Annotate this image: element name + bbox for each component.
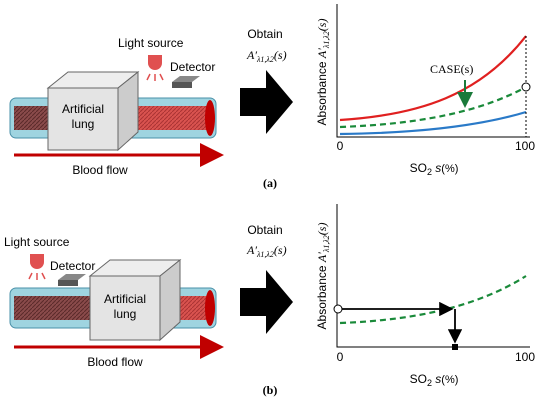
point bbox=[522, 83, 530, 91]
lung-label: lung bbox=[72, 117, 95, 131]
x-tick-label: 0 bbox=[337, 350, 344, 364]
y-label: Absorbance A′λ1,λ2(s) bbox=[315, 223, 331, 330]
symbol: A′ bbox=[315, 48, 329, 59]
light-rays bbox=[147, 74, 163, 81]
device: Artificial lung Light source Detector Bl… bbox=[4, 235, 218, 369]
annotation: CASE(s) bbox=[430, 62, 473, 76]
unit: (%) bbox=[441, 374, 458, 386]
lung-label: Artificial bbox=[104, 292, 146, 306]
lung-label: lung bbox=[114, 307, 137, 321]
symbol: A′ bbox=[315, 252, 329, 263]
y-label: Absorbance A′λ1,λ2(s) bbox=[315, 19, 331, 126]
text: SO bbox=[410, 161, 427, 175]
arg: (s) bbox=[274, 243, 287, 257]
x-tick-label: 100 bbox=[515, 350, 535, 364]
x-tick-label: 100 bbox=[515, 139, 535, 153]
curve-case bbox=[340, 276, 526, 323]
blood bbox=[14, 296, 96, 320]
step-formula: A′λ1,λ2(s) bbox=[246, 243, 287, 259]
unit: (%) bbox=[441, 163, 458, 175]
text: Absorbance bbox=[315, 61, 329, 125]
light-icon bbox=[148, 55, 162, 70]
detector-label: Detector bbox=[50, 259, 95, 273]
process-arrow bbox=[240, 270, 293, 334]
panel-a: Artificial lung Light source Detector Bl… bbox=[10, 4, 535, 190]
detector-top bbox=[172, 76, 200, 82]
curve-red bbox=[340, 36, 526, 120]
device: Artificial lung Light source Detector Bl… bbox=[10, 36, 218, 177]
plot: Absorbance A′λ1,λ2(s) CASE(s) 0 100 SO2 … bbox=[315, 4, 535, 178]
panel-label: (a) bbox=[263, 176, 277, 190]
light-icon bbox=[30, 254, 44, 269]
light-source-label: Light source bbox=[4, 235, 70, 249]
symbol: A′ bbox=[246, 48, 257, 62]
arg: (s) bbox=[274, 48, 287, 62]
step-formula: A′λ1,λ2(s) bbox=[246, 48, 287, 64]
x-label: SO2 s(%) bbox=[410, 161, 459, 178]
x-label: SO2 s(%) bbox=[410, 372, 459, 389]
arg: (s) bbox=[315, 223, 329, 236]
flow-label: Blood flow bbox=[72, 163, 128, 177]
text: Absorbance bbox=[315, 265, 329, 329]
page: Artificial lung Light source Detector Bl… bbox=[0, 0, 542, 402]
figure: Artificial lung Light source Detector Bl… bbox=[0, 0, 542, 402]
subscript: λ1,λ2 bbox=[322, 235, 331, 253]
lung-label: Artificial bbox=[62, 102, 104, 116]
process-arrow bbox=[240, 70, 293, 134]
point bbox=[334, 305, 342, 313]
subscript: λ1,λ2 bbox=[256, 55, 274, 64]
detector-top bbox=[58, 274, 86, 280]
panel-b: Artificial lung Light source Detector Bl… bbox=[4, 204, 535, 397]
tube-end bbox=[205, 290, 215, 326]
step-label: Obtain bbox=[247, 223, 282, 237]
subscript: 2 bbox=[427, 378, 432, 388]
light-source-label: Light source bbox=[118, 36, 184, 50]
result bbox=[452, 344, 458, 350]
curve-blue bbox=[340, 112, 526, 134]
text: SO bbox=[410, 372, 427, 386]
detector bbox=[172, 82, 192, 88]
arg: (s) bbox=[315, 19, 329, 32]
detector-label: Detector bbox=[170, 60, 215, 74]
tube-end bbox=[205, 100, 215, 136]
subscript: λ1,λ2 bbox=[256, 250, 274, 259]
flow-label: Blood flow bbox=[87, 355, 143, 369]
symbol: A′ bbox=[246, 243, 257, 257]
curve-case bbox=[340, 87, 526, 127]
subscript: λ1,λ2 bbox=[322, 31, 331, 49]
panel-label: (b) bbox=[263, 383, 278, 397]
light-rays bbox=[29, 273, 45, 280]
axes bbox=[337, 204, 530, 347]
x-tick-label: 0 bbox=[337, 139, 344, 153]
plot: Absorbance A′λ1,λ2(s) 0 100 SO2 s(%) bbox=[315, 204, 535, 389]
step-label: Obtain bbox=[247, 27, 282, 41]
subscript: 2 bbox=[427, 167, 432, 177]
detector bbox=[58, 280, 78, 286]
